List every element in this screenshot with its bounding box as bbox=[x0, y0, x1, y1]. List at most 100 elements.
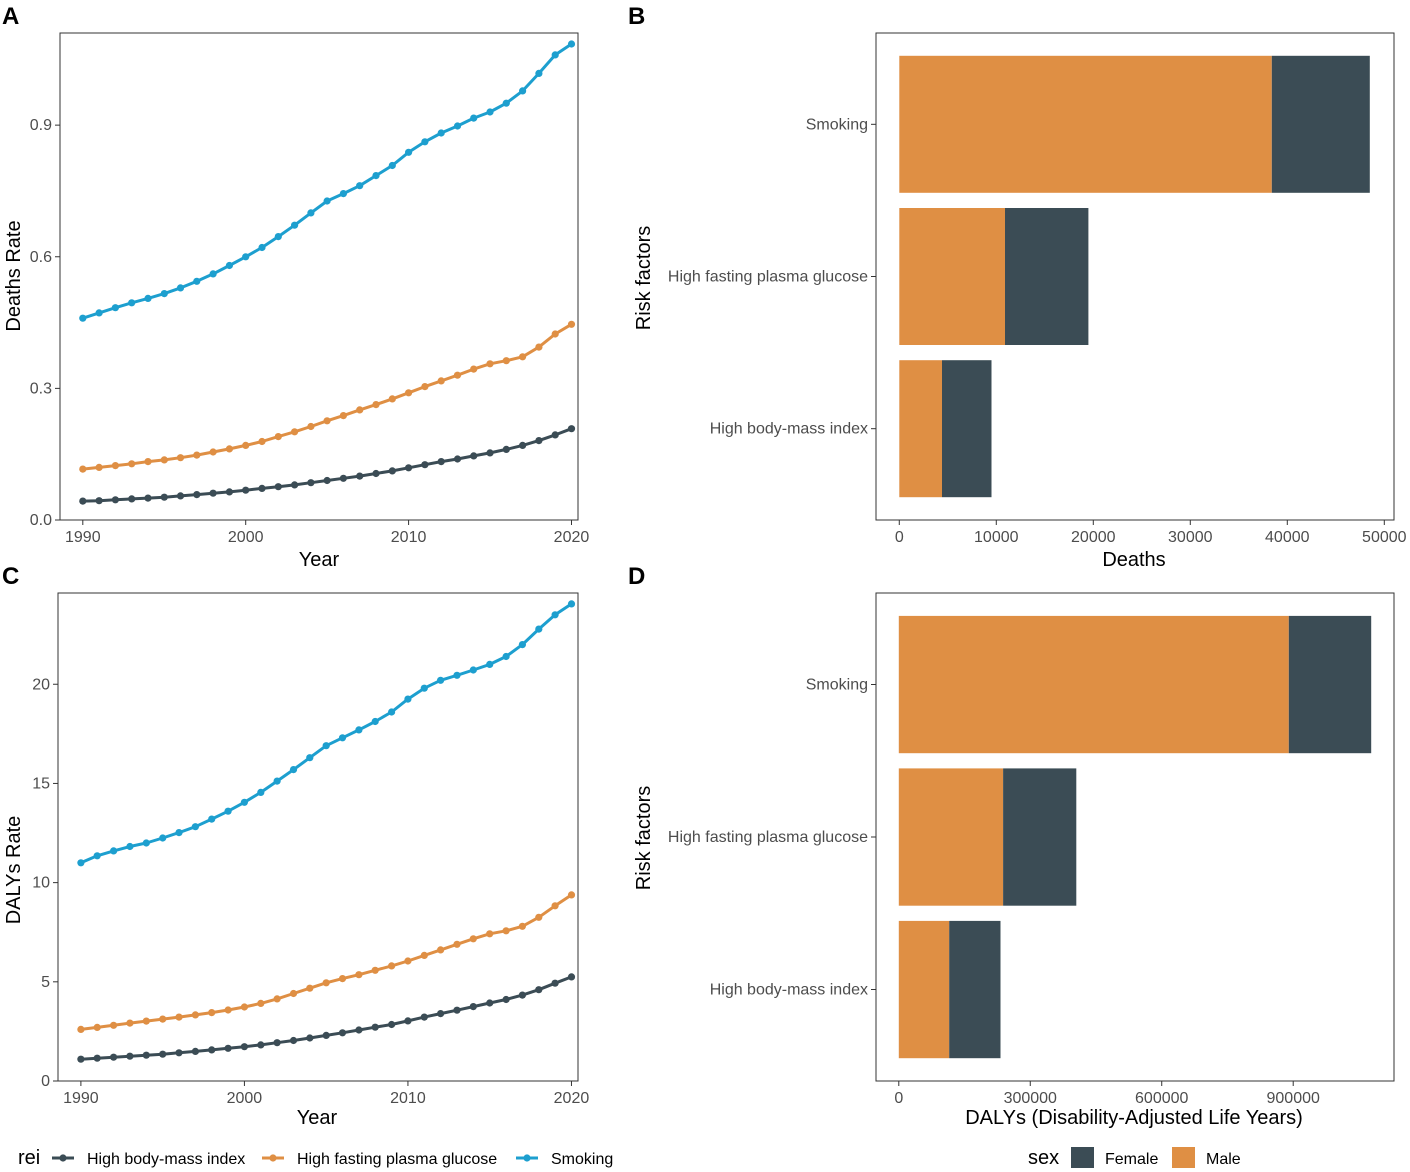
panel-a-series-smoking-point bbox=[209, 270, 217, 278]
panel-a-series-high-body-mass-index-point bbox=[258, 484, 266, 492]
panel-c: C 1990 2000 2010 2020 0 5 10 15 20 Year DALYs Ra… bbox=[2, 563, 589, 1129]
panel-c-x-tick-label: 2010 bbox=[390, 1090, 426, 1107]
panel-a-series-high-body-mass-index-point bbox=[356, 472, 364, 480]
panel-c-series-smoking-point bbox=[273, 777, 281, 785]
panel-a-series-smoking-point bbox=[144, 294, 152, 302]
panel-a-series-high-fasting-plasma-glucose-point bbox=[470, 365, 478, 373]
panel-c-series-smoking-point bbox=[257, 788, 265, 797]
panel-a-series-high-fasting-plasma-glucose-point bbox=[160, 456, 168, 464]
panel-b-category-label: High body-mass index bbox=[710, 421, 868, 438]
panel-d-bar-high-body-mass-index-female bbox=[949, 920, 1001, 1059]
panel-c-series-smoking-point bbox=[404, 695, 412, 703]
panel-c-series-high-fasting-plasma-glucose-point bbox=[322, 979, 330, 987]
panel-b-bar-smoking-female bbox=[1271, 55, 1370, 193]
panel-c-y-tick-label: 0 bbox=[41, 1073, 50, 1090]
panel-c-series-smoking-point bbox=[355, 726, 363, 734]
panel-c-series-high-body-mass-index-point bbox=[224, 1044, 232, 1052]
panel-a-series-high-body-mass-index-point bbox=[193, 491, 201, 499]
panel-d-category-label: High body-mass index bbox=[710, 982, 868, 999]
panel-c-marks: 1990 2000 2010 2020 0 5 10 15 20 bbox=[32, 600, 589, 1107]
panel-a-x-tick-label: 1990 bbox=[65, 529, 101, 546]
panel-a-series-smoking-point bbox=[470, 114, 478, 122]
panel-c-series-high-body-mass-index-point bbox=[159, 1050, 167, 1058]
panel-c-series-high-body-mass-index-point bbox=[142, 1051, 150, 1059]
panel-a-series-high-body-mass-index-point bbox=[486, 449, 494, 457]
panel-c-series-smoking-point bbox=[502, 652, 510, 661]
panel-c-series-high-body-mass-index-point bbox=[371, 1023, 379, 1031]
panel-c-series-high-body-mass-index-point bbox=[191, 1047, 199, 1055]
panel-a-y-axis-title: Deaths Rate bbox=[3, 220, 25, 331]
panel-a-series-smoking-point bbox=[111, 304, 119, 312]
panel-a-y-tick-label: 0.0 bbox=[30, 512, 52, 529]
panel-c-series-high-body-mass-index-point bbox=[486, 999, 494, 1007]
panel-a-series-high-fasting-plasma-glucose-point bbox=[209, 448, 217, 456]
panel-c-series-high-fasting-plasma-glucose-point bbox=[388, 962, 396, 970]
panel-a-series-smoking-point bbox=[128, 299, 136, 307]
panel-a-series-smoking-point bbox=[79, 314, 87, 322]
panel-a-series-smoking-point bbox=[176, 284, 185, 292]
panel-a-series-high-fasting-plasma-glucose-point bbox=[258, 437, 266, 446]
panel-c-series-smoking-point bbox=[567, 600, 576, 608]
panel-c-series-high-fasting-plasma-glucose-point bbox=[110, 1021, 118, 1029]
legend-sex-title: sex bbox=[1028, 1147, 1059, 1169]
panel-a-series-smoking-point bbox=[356, 182, 364, 190]
panel-c-x-tick-label: 2000 bbox=[227, 1090, 263, 1107]
panel-c-series-smoking-point bbox=[175, 829, 183, 837]
panel-c-series-high-fasting-plasma-glucose-point bbox=[126, 1019, 134, 1027]
panel-a-x-tick-label: 2000 bbox=[228, 529, 264, 546]
panel-d-y-axis-title: Risk factors bbox=[633, 786, 655, 890]
panel-c-series-smoking-point bbox=[191, 823, 199, 831]
panel-c-series-high-fasting-plasma-glucose-point bbox=[551, 902, 559, 910]
panel-c-series-high-body-mass-index-point bbox=[404, 1017, 412, 1025]
panel-b-x-tick-label: 30000 bbox=[1168, 529, 1213, 546]
panel-d-x-tick-label: 900000 bbox=[1267, 1090, 1320, 1107]
panel-c-series-smoking-point bbox=[420, 684, 428, 692]
panel-c-series-high-body-mass-index-point bbox=[453, 1006, 461, 1014]
panel-c-series-high-body-mass-index-point bbox=[110, 1053, 118, 1061]
panel-a-series-smoking-point bbox=[339, 190, 347, 198]
panel-a-series-high-fasting-plasma-glucose-point bbox=[193, 451, 201, 459]
panel-c-series-high-fasting-plasma-glucose-point bbox=[142, 1017, 150, 1025]
panel-a-series-smoking-point bbox=[160, 290, 168, 298]
panel-a-x-tick-label: 2020 bbox=[554, 529, 590, 546]
panel-c-series-high-body-mass-index-point bbox=[306, 1034, 314, 1042]
panel-a-series-high-body-mass-index-point bbox=[323, 476, 331, 485]
panel-a-series-smoking-point bbox=[323, 197, 331, 205]
panel-a-series-high-body-mass-index-point bbox=[307, 479, 315, 487]
panel-c-y-tick-label: 10 bbox=[32, 875, 50, 892]
panel-b-bar-high-body-mass-index-male bbox=[899, 360, 942, 498]
panel-a-series-smoking-point bbox=[307, 209, 315, 217]
panel-a-series-high-body-mass-index-point bbox=[79, 497, 87, 505]
panel-c-y-tick-label: 5 bbox=[41, 974, 50, 991]
panel-b-x-tick-label: 50000 bbox=[1362, 529, 1407, 546]
panel-a-series-smoking-point bbox=[274, 233, 282, 241]
panel-a-series-high-body-mass-index-point bbox=[111, 496, 119, 504]
panel-a-series-high-body-mass-index-point bbox=[388, 467, 396, 475]
panel-c-x-tick-label: 2020 bbox=[554, 1090, 590, 1107]
panel-c-series-high-fasting-plasma-glucose-point bbox=[453, 940, 461, 948]
panel-letter-b: B bbox=[628, 3, 645, 30]
panel-a-series-smoking-point bbox=[372, 172, 380, 180]
panel-c-x-axis-title: Year bbox=[297, 1107, 338, 1129]
panel-letter-a: A bbox=[2, 3, 19, 30]
panel-c-series-high-fasting-plasma-glucose-point bbox=[469, 935, 477, 943]
panel-c-series-high-body-mass-index-point bbox=[338, 1029, 347, 1037]
panel-a-series-smoking-point bbox=[258, 243, 266, 252]
panel-c-series-smoking-point bbox=[338, 734, 347, 742]
panel-c-series-high-fasting-plasma-glucose-point bbox=[273, 995, 281, 1003]
legend-rei: rei High body-mass index High fasting pla… bbox=[18, 1147, 613, 1169]
panel-a-series-high-fasting-plasma-glucose-point bbox=[486, 360, 494, 368]
panel-a-series-high-fasting-plasma-glucose-point bbox=[307, 422, 315, 431]
panel-c-series-high-body-mass-index-point bbox=[502, 995, 510, 1004]
panel-a-series-high-body-mass-index-point bbox=[502, 445, 510, 453]
panel-letter-c: C bbox=[2, 563, 19, 590]
panel-c-series-high-body-mass-index-point bbox=[175, 1049, 183, 1057]
panel-b-bar-smoking-male bbox=[899, 55, 1272, 193]
panel-a-series-high-fasting-plasma-glucose-point bbox=[111, 462, 119, 470]
panel-c-series-high-body-mass-index-point bbox=[437, 1010, 445, 1018]
panel-a-series-high-body-mass-index-point bbox=[160, 493, 168, 501]
legend-sex-male-key-swatch bbox=[1172, 1147, 1195, 1168]
legend-sex-female-key-swatch bbox=[1071, 1147, 1094, 1168]
panel-c-series-high-body-mass-index-point bbox=[257, 1041, 265, 1049]
